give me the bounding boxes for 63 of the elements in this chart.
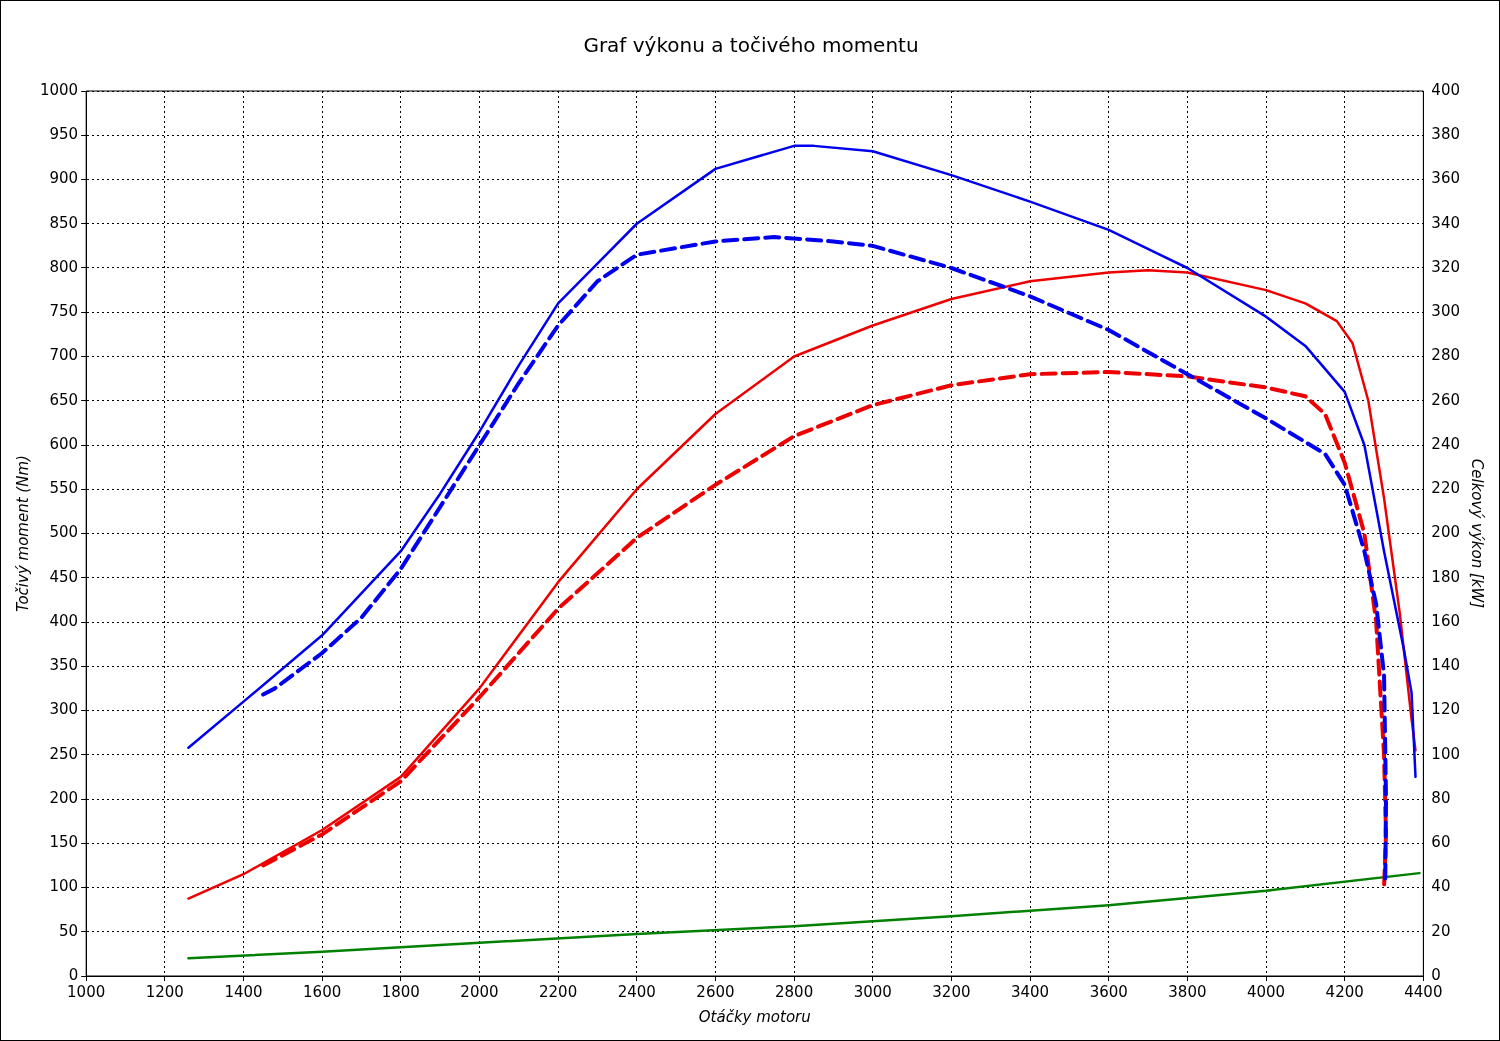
x-tick-label: 2400 — [617, 982, 656, 1001]
y2-tick-label: 260 — [1431, 390, 1461, 409]
y-tick-label: 550 — [49, 479, 79, 498]
y2-tick-label: 180 — [1431, 567, 1461, 586]
y-tick-label: 300 — [49, 700, 79, 719]
y2-tick-label: 220 — [1431, 479, 1461, 498]
x-tick-label: 2000 — [460, 982, 499, 1001]
y2-tick-label: 400 — [1431, 80, 1461, 99]
y2-axis-title: Celkový výkon [kW] — [1468, 458, 1487, 609]
x-tick-label: 1600 — [303, 982, 342, 1001]
y2-tick-label: 60 — [1431, 833, 1451, 852]
x-tick-label: 2600 — [696, 982, 735, 1001]
y-tick-label: 700 — [49, 346, 79, 365]
y-tick-label: 650 — [49, 390, 79, 409]
x-tick-label: 1200 — [145, 982, 184, 1001]
x-tick-label: 2200 — [539, 982, 578, 1001]
y2-tick-label: 40 — [1431, 877, 1451, 896]
x-tick-label: 1800 — [381, 982, 420, 1001]
y2-tick-label: 120 — [1431, 700, 1461, 719]
y2-tick-label: 160 — [1431, 611, 1461, 630]
y-tick-label: 850 — [49, 213, 79, 232]
y-tick-label: 200 — [49, 788, 79, 807]
x-tick-label: 3800 — [1168, 982, 1207, 1001]
y-tick-label: 450 — [49, 567, 79, 586]
x-axis-title: Otáčky motoru — [698, 1007, 811, 1026]
y-tick-label: 900 — [49, 169, 79, 188]
y2-tick-label: 320 — [1431, 257, 1461, 276]
y-tick-label: 600 — [49, 434, 79, 453]
y2-tick-label: 240 — [1431, 434, 1461, 453]
y-tick-label: 950 — [49, 125, 79, 144]
x-tick-label: 2800 — [775, 982, 814, 1001]
y-tick-label: 100 — [49, 877, 79, 896]
y2-tick-label: 380 — [1431, 125, 1461, 144]
y-tick-label: 1000 — [39, 80, 79, 99]
y-tick-label: 500 — [49, 523, 79, 542]
y-tick-label: 250 — [49, 744, 79, 763]
y-tick-label: 0 — [68, 965, 79, 984]
y2-tick-label: 360 — [1431, 169, 1461, 188]
x-tick-label: 3000 — [853, 982, 892, 1001]
y2-tick-label: 200 — [1431, 523, 1461, 542]
y-tick-label: 800 — [49, 257, 79, 276]
y2-tick-label: 300 — [1431, 302, 1461, 321]
chart-title: Graf výkonu a točivého momentu — [582, 33, 920, 57]
y2-tick-label: 80 — [1431, 788, 1451, 807]
x-tick-label: 4200 — [1325, 982, 1364, 1001]
x-tick-label: 4400 — [1404, 982, 1443, 1001]
x-tick-label: 3200 — [932, 982, 971, 1001]
y-tick-label: 350 — [49, 656, 79, 675]
y-tick-label: 400 — [49, 611, 79, 630]
y2-tick-label: 0 — [1431, 965, 1441, 984]
x-tick-label: 1400 — [224, 982, 263, 1001]
y2-tick-label: 340 — [1431, 213, 1461, 232]
y-tick-label: 750 — [49, 302, 79, 321]
x-tick-label: 3600 — [1089, 982, 1128, 1001]
x-tick-label: 4000 — [1246, 982, 1286, 1001]
y-tick-label: 50 — [59, 921, 79, 940]
y2-tick-label: 280 — [1431, 346, 1461, 365]
y2-tick-label: 140 — [1431, 656, 1461, 675]
y-axis-title: Točivý moment (Nm) — [13, 455, 32, 612]
y2-tick-label: 100 — [1431, 744, 1461, 763]
y-tick-label: 150 — [49, 833, 79, 852]
y2-tick-label: 20 — [1431, 921, 1451, 940]
x-tick-label: 3400 — [1010, 982, 1050, 1001]
